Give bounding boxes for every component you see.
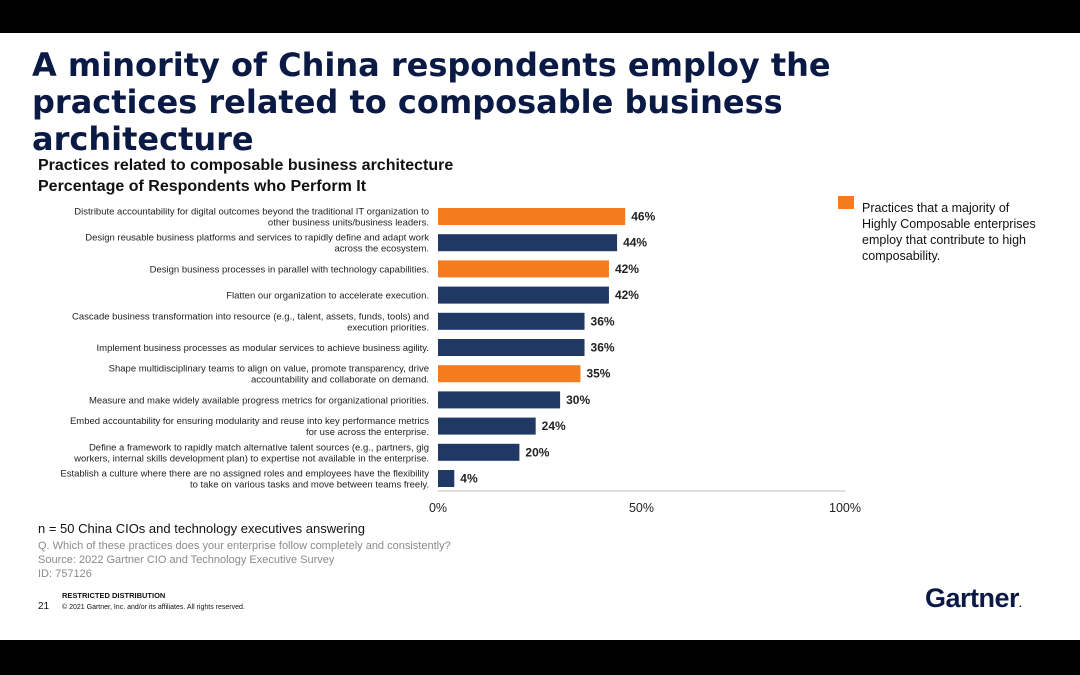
category-label-11: Establish a culture where there are no a…: [60, 469, 429, 491]
value-label-9: 24%: [542, 419, 566, 433]
legend-text: Practices that a majority of Highly Comp…: [862, 201, 1036, 263]
bar-2: [438, 234, 618, 252]
id-note: ID: 757126: [38, 568, 92, 580]
bar-8: [438, 391, 561, 409]
x-tick-label-3: 100%: [829, 501, 861, 515]
question-note: Q. Which of these practices does your en…: [38, 540, 451, 552]
page-number: 21: [38, 601, 50, 612]
gartner-logo-text: Gartner: [925, 583, 1020, 613]
sample-size-note: n = 50 China CIOs and technology executi…: [38, 521, 365, 536]
bar-chart: 46% Distribute accountability for digital…: [60, 207, 861, 516]
source-note: Source: 2022 Gartner CIO and Technology …: [38, 554, 335, 566]
bar-6: [438, 339, 585, 356]
restricted-distribution: RESTRICTED DISTRIBUTION: [62, 591, 166, 600]
value-label-2: 44%: [623, 236, 647, 250]
category-label-10: Define a framework to rapidly match alte…: [73, 442, 429, 464]
category-label-6: Implement business processes as modular …: [97, 343, 429, 354]
value-label-11: 4%: [460, 472, 478, 486]
value-label-5: 36%: [591, 314, 615, 328]
slide-headline: A minority of China respondents employ t…: [32, 46, 831, 158]
value-label-1: 46%: [631, 210, 655, 224]
value-label-6: 36%: [591, 341, 615, 355]
category-label-3: Design business processes in parallel wi…: [150, 264, 429, 275]
x-tick-label-1: 0%: [429, 501, 447, 515]
gartner-logo: Gartner.: [925, 583, 1022, 613]
copyright: © 2021 Gartner, Inc. and/or its affiliat…: [62, 604, 245, 611]
x-tick-label-2: 50%: [629, 501, 654, 515]
bar-5: [438, 312, 585, 330]
bar-1: [438, 208, 626, 225]
bar-9: [438, 417, 536, 435]
category-label-8: Measure and make widely available progre…: [89, 395, 429, 406]
category-label-5: Cascade business transformation into res…: [72, 311, 429, 333]
category-label-9: Embed accountability for ensuring modula…: [70, 416, 429, 438]
legend-swatch: [838, 196, 854, 209]
bar-10: [438, 443, 520, 461]
chart-title: Practices related to composable business…: [38, 157, 454, 174]
slide: A minority of China respondents employ t…: [0, 33, 1080, 640]
value-label-10: 20%: [525, 445, 549, 459]
category-label-1: Distribute accountability for digital ou…: [74, 207, 429, 229]
bar-4: [438, 286, 609, 304]
bar-7: [438, 365, 581, 383]
value-label-7: 35%: [586, 367, 610, 381]
bar-3: [438, 260, 609, 278]
category-label-7: Shape multidisciplinary teams to align o…: [109, 364, 429, 386]
value-label-3: 42%: [615, 262, 639, 276]
chart-subtitle: Percentage of Respondents who Perform It: [38, 178, 367, 195]
category-label-2: Design reusable business platforms and s…: [85, 233, 429, 255]
value-label-8: 30%: [566, 393, 590, 407]
value-label-4: 42%: [615, 288, 639, 302]
category-label-4: Flatten our organization to accelerate e…: [226, 291, 429, 302]
bar-11: [438, 470, 455, 487]
